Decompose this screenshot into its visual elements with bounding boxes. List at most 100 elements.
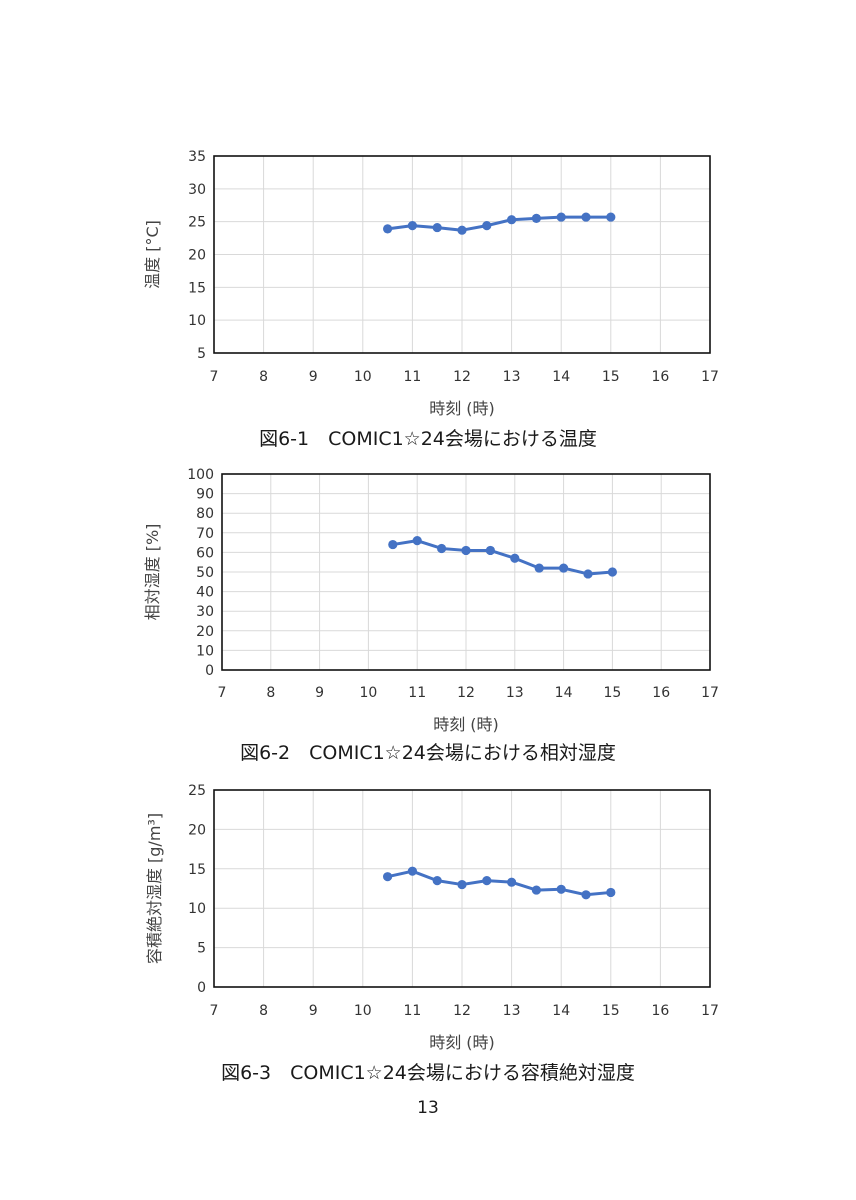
plot-area-frame [213, 155, 711, 354]
x-tick-label: 17 [701, 685, 719, 701]
y-axis-title: 容積絶対湿度 [g/m³] [145, 813, 164, 964]
x-axis-title: 時刻 (時) [433, 715, 499, 734]
y-tick-label: 15 [188, 862, 206, 878]
y-tick-label: 40 [196, 585, 214, 601]
x-tick-label: 10 [354, 369, 372, 385]
x-tick-label: 9 [309, 1003, 318, 1019]
data-point-marker [461, 545, 471, 556]
y-axis-title: 温度 [°C] [143, 220, 162, 289]
data-point-marker [407, 866, 417, 876]
data-point-marker [531, 213, 542, 223]
data-point-marker [583, 569, 593, 579]
y-tick-label: 80 [196, 506, 214, 522]
x-tick-label: 13 [506, 685, 524, 701]
x-tick-label: 7 [210, 369, 219, 385]
x-tick-label: 17 [701, 369, 719, 385]
y-tick-label: 5 [197, 346, 206, 362]
x-tick-label: 12 [457, 685, 475, 701]
y-tick-label: 0 [197, 980, 206, 996]
data-point-marker [556, 884, 566, 894]
x-tick-label: 7 [218, 685, 227, 701]
y-tick-label: 30 [196, 604, 214, 620]
temperature-chart-plot: 5 10 15 20 25 30 35 7 8 9 10 11 12 13 14 15 16 17 時刻 (時) 温度… [143, 149, 719, 418]
y-tick-label: 0 [205, 663, 214, 679]
x-tick-label: 13 [503, 1003, 521, 1019]
data-point-marker [388, 539, 398, 550]
data-point-marker [606, 887, 616, 898]
data-point-marker [507, 215, 517, 225]
data-point-marker [581, 890, 591, 900]
data-point-marker [581, 212, 591, 222]
x-axis-title: 時刻 (時) [429, 1033, 495, 1052]
x-tick-label: 16 [652, 685, 670, 701]
plot-area-frame [213, 789, 711, 988]
data-point-marker [457, 879, 467, 890]
data-point-marker [432, 222, 442, 233]
data-point-marker [507, 877, 517, 887]
data-point-marker [556, 212, 566, 222]
absolute-humidity-chart-plot: 0 5 10 15 20 25 7 8 9 10 11 12 13 14 15 16 17 時刻 (時) 容積絶対湿… [145, 783, 719, 1052]
y-tick-label: 10 [196, 643, 214, 659]
data-point-marker [482, 221, 492, 231]
y-tick-label: 25 [188, 783, 206, 799]
data-point-marker [412, 536, 422, 546]
plot-area-frame [221, 473, 711, 671]
data-point-marker [559, 563, 569, 573]
chart-caption-temperature: 図6-1 COMIC1☆24会場における温度 [259, 428, 597, 450]
data-point-marker [457, 225, 467, 235]
x-tick-label: 15 [602, 369, 620, 385]
y-tick-label: 15 [188, 280, 206, 296]
data-point-marker [607, 567, 618, 577]
x-tick-label: 10 [359, 685, 377, 701]
x-tick-label: 16 [651, 1003, 669, 1019]
y-tick-label: 100 [187, 467, 214, 483]
relative-humidity-chart-plot: 0 10 20 30 40 50 60 70 80 90 100 7 8 9 10 11 12 13 14 15 16 1… [143, 467, 719, 734]
x-tick-label: 16 [651, 369, 669, 385]
y-tick-label: 20 [188, 822, 206, 838]
x-tick-label: 9 [309, 369, 318, 385]
data-point-marker [606, 212, 616, 222]
page-number: 13 [417, 1098, 439, 1118]
data-point-marker [383, 224, 393, 234]
x-tick-label: 11 [403, 1003, 421, 1019]
data-point-marker [407, 221, 417, 231]
y-axis-title: 相対湿度 [%] [143, 524, 162, 621]
y-tick-label: 20 [188, 248, 206, 264]
x-tick-label: 17 [701, 1003, 719, 1019]
x-tick-label: 8 [266, 685, 275, 701]
x-axis-title: 時刻 (時) [429, 399, 495, 418]
x-tick-label: 15 [602, 1003, 620, 1019]
x-tick-label: 15 [603, 685, 621, 701]
series-line [387, 215, 611, 232]
data-point-marker [383, 872, 393, 882]
y-tick-label: 35 [188, 149, 206, 165]
y-tick-label: 10 [188, 313, 206, 329]
x-tick-label: 14 [552, 1003, 570, 1019]
series-line [392, 539, 613, 576]
x-tick-label: 10 [354, 1003, 372, 1019]
data-point-marker [437, 543, 447, 554]
x-tick-label: 13 [503, 369, 521, 385]
y-tick-label: 5 [197, 941, 206, 957]
data-point-marker [432, 876, 442, 886]
data-point-marker [482, 876, 492, 886]
y-tick-label: 60 [196, 545, 214, 561]
data-point-marker [531, 885, 542, 895]
y-tick-label: 70 [196, 526, 214, 542]
data-point-marker [534, 563, 544, 573]
y-tick-label: 25 [188, 215, 206, 231]
chart-caption-relative-humidity: 図6-2 COMIC1☆24会場における相対湿度 [240, 742, 616, 764]
y-tick-label: 10 [188, 901, 206, 917]
x-tick-label: 7 [210, 1003, 219, 1019]
y-tick-label: 20 [196, 624, 214, 640]
x-tick-label: 11 [403, 369, 421, 385]
x-tick-label: 11 [408, 685, 426, 701]
y-tick-label: 30 [188, 182, 206, 198]
x-tick-label: 12 [453, 1003, 471, 1019]
y-tick-label: 90 [196, 487, 214, 503]
x-tick-label: 12 [453, 369, 471, 385]
series-line [387, 869, 611, 897]
x-tick-label: 9 [315, 685, 324, 701]
x-tick-label: 8 [259, 1003, 268, 1019]
chart-caption-absolute-humidity: 図6-3 COMIC1☆24会場における容積絶対湿度 [221, 1062, 635, 1084]
